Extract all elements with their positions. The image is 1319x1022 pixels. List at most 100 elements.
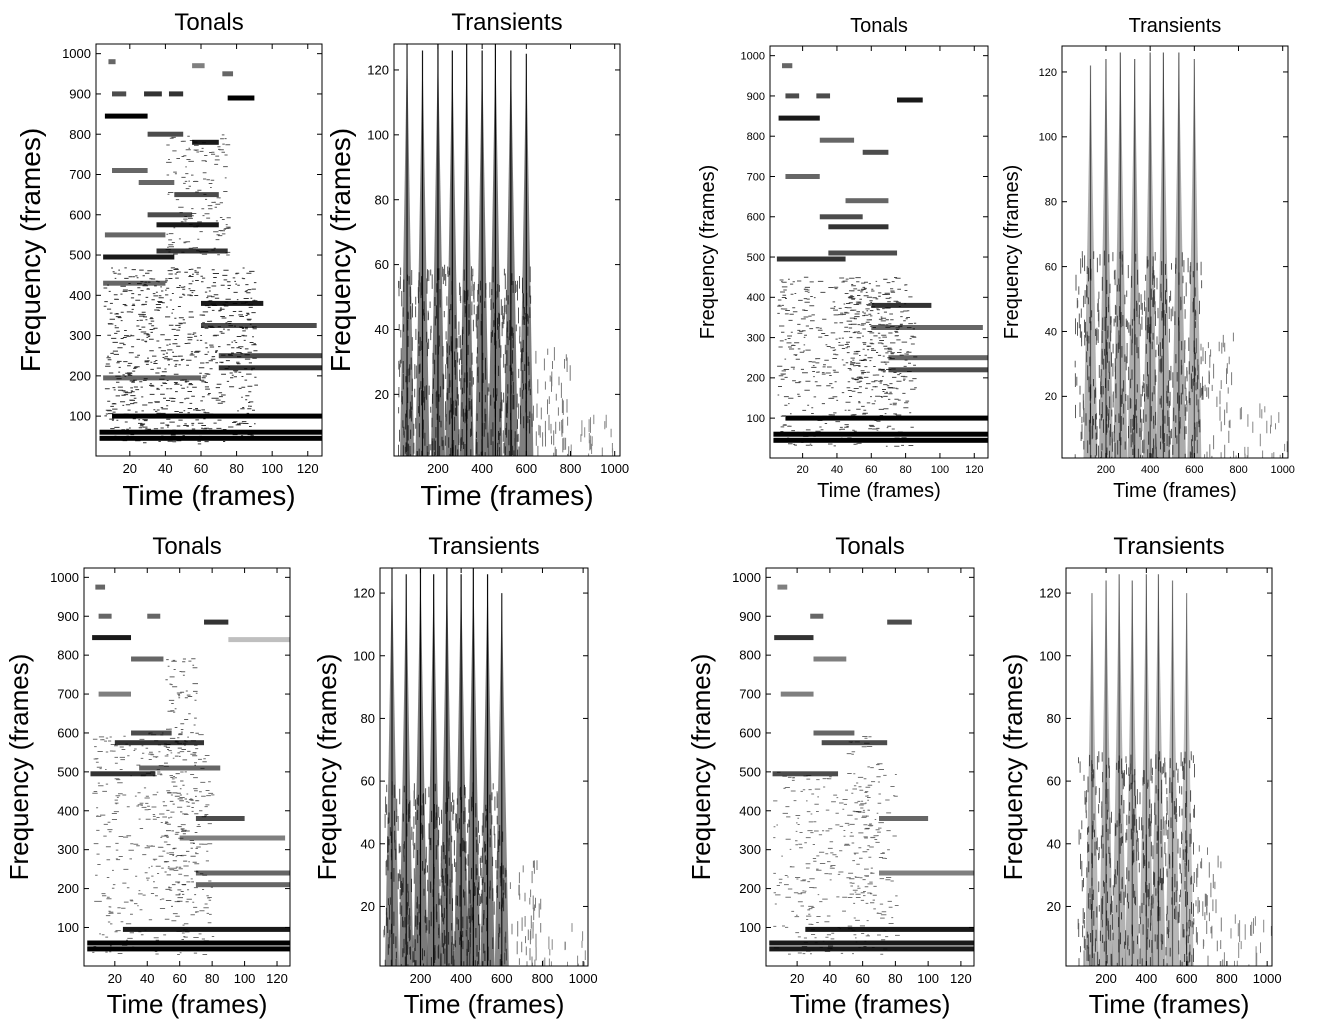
y-tick-label: 300 [739, 842, 761, 857]
tonal-line-13 [776, 256, 846, 262]
y-tick-label: 60 [1045, 261, 1057, 273]
x-tick-label: 600 [515, 461, 537, 476]
noise-burst-2 [163, 658, 199, 907]
x-tick-label: 400 [1141, 464, 1159, 476]
tonal-line-13 [174, 192, 219, 198]
y-tick-label: 120 [367, 63, 389, 78]
panel-6: 200 400 600 800 1000 20 40 60 80 100 120 Transients… [312, 533, 598, 1019]
chart-title: Transients [428, 533, 539, 560]
x-tick-label: 200 [1097, 464, 1115, 476]
tonal-line-27 [99, 435, 322, 441]
tonal-line-8 [821, 740, 888, 746]
x-tick-label: 40 [823, 971, 837, 986]
plot-frame [95, 43, 323, 457]
tonal-line-4 [897, 97, 923, 103]
y-tick-label: 500 [747, 252, 765, 264]
y-axis-label: Frequency (frames) [1001, 165, 1023, 340]
noise-burst-2 [501, 860, 542, 966]
tonal-line-12 [90, 771, 156, 777]
y-tick-label: 600 [739, 726, 761, 741]
tonal-line-4 [204, 619, 229, 625]
tonal-line-7 [862, 149, 889, 155]
tonal-line-24 [103, 375, 202, 381]
x-tick-label: 100 [917, 971, 939, 986]
chart-title: Tonals [850, 15, 908, 37]
y-tick-label: 600 [69, 207, 91, 222]
chart-title: Transients [451, 9, 562, 36]
tonal-line-8 [785, 174, 820, 179]
y-tick-label: 40 [1047, 836, 1061, 851]
tonal-line-5 [92, 635, 132, 641]
y-axis-label: Frequency (frames) [312, 654, 342, 881]
tonal-line-15 [156, 222, 219, 228]
y-tick-label: 900 [739, 609, 761, 624]
tonal-line-25 [112, 413, 322, 419]
y-tick-label: 300 [69, 328, 91, 343]
tonal-line-9 [131, 730, 172, 736]
x-tick-label: 80 [899, 464, 911, 476]
x-tick-label: 100 [234, 971, 256, 986]
x-tick-label: 400 [471, 461, 493, 476]
y-tick-label: 900 [69, 86, 91, 101]
tonal-line-1 [782, 63, 793, 69]
x-tick-label: 120 [297, 461, 319, 476]
tonal-line-15 [871, 325, 983, 330]
x-tick-label: 60 [865, 464, 877, 476]
y-tick-label: 400 [57, 803, 79, 818]
tonal-line-6 [819, 137, 855, 143]
x-tick-label: 200 [410, 971, 432, 986]
x-tick-label: 800 [1216, 971, 1238, 986]
y-tick-label: 100 [353, 648, 375, 663]
tonal-line-5 [144, 91, 162, 97]
x-tick-label: 60 [194, 461, 208, 476]
tonal-line-11 [112, 168, 148, 173]
chart-title: Tonals [835, 533, 904, 560]
x-tick-label: 60 [855, 971, 869, 986]
tonal-line-4 [112, 91, 127, 97]
y-tick-label: 100 [57, 920, 79, 935]
tonal-line-17 [122, 926, 290, 932]
x-tick-label: 100 [261, 461, 283, 476]
chart-title: Tonals [152, 533, 221, 560]
y-tick-label: 500 [57, 764, 79, 779]
tonal-line-5 [813, 656, 847, 662]
heatmap-area [394, 44, 620, 456]
tonal-line-20 [200, 300, 264, 306]
y-tick-label: 700 [57, 687, 79, 702]
x-tick-label: 80 [205, 971, 219, 986]
tonal-line-9 [147, 131, 184, 137]
y-tick-label: 120 [1039, 67, 1057, 79]
tonal-line-2 [785, 93, 800, 99]
y-tick-label: 400 [747, 292, 765, 304]
y-tick-label: 1000 [50, 570, 79, 585]
tonal-line-3 [222, 71, 234, 77]
tonal-line-3 [887, 619, 912, 625]
tonal-line-8 [98, 691, 131, 697]
tonal-line-9 [845, 198, 889, 204]
noise-burst-2 [845, 288, 893, 398]
tonal-line-13 [769, 940, 974, 946]
y-axis-label: Frequency (frames) [686, 654, 716, 881]
y-tick-label: 400 [69, 288, 91, 303]
y-tick-label: 300 [57, 842, 79, 857]
x-tick-label: 120 [950, 971, 972, 986]
y-tick-label: 200 [739, 881, 761, 896]
noise-burst-2 [1194, 332, 1235, 458]
plot-frame [1065, 567, 1273, 967]
tonal-line-22 [218, 353, 322, 359]
tonal-line-19 [773, 431, 988, 437]
x-tick-label: 20 [796, 464, 808, 476]
y-tick-label: 100 [739, 920, 761, 935]
x-tick-label: 20 [123, 461, 137, 476]
x-tick-label: 400 [1135, 971, 1157, 986]
y-tick-label: 1000 [741, 51, 765, 63]
tonal-line-18 [103, 254, 175, 260]
heatmap-area [766, 568, 974, 966]
x-tick-label: 600 [1176, 971, 1198, 986]
y-tick-label: 100 [367, 127, 389, 142]
y-tick-label: 60 [1047, 774, 1061, 789]
x-tick-label: 1000 [569, 971, 598, 986]
tonal-line-19 [87, 946, 290, 952]
tonal-line-11 [828, 224, 889, 230]
tonal-line-8 [104, 113, 148, 119]
